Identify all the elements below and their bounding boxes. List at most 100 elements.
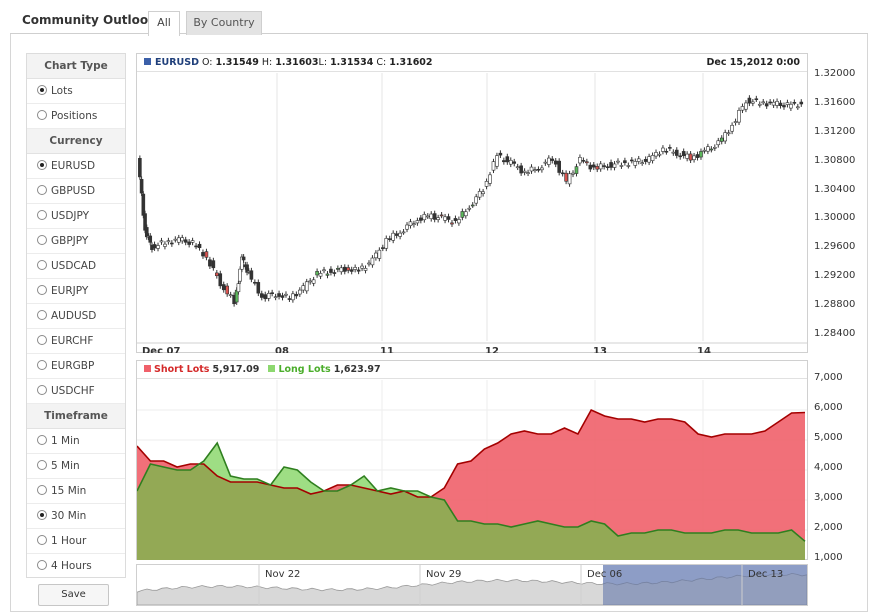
candle xyxy=(398,232,402,237)
option-label: GBPUSD xyxy=(51,185,96,197)
candle xyxy=(173,238,178,241)
currency-option-usdjpy[interactable]: USDJPY xyxy=(27,204,125,229)
candle xyxy=(419,217,423,221)
tab-by-country[interactable]: By Country xyxy=(186,11,262,35)
price-chart[interactable]: EURUSD O: 1.31549 H: 1.31603L: 1.31534 C… xyxy=(136,53,808,353)
candle xyxy=(322,269,326,272)
x-tick-label: 14 xyxy=(697,346,711,353)
candle xyxy=(636,158,641,162)
candle xyxy=(695,154,700,158)
save-button[interactable]: Save xyxy=(38,584,109,606)
candle xyxy=(477,191,482,198)
candle xyxy=(498,152,503,156)
option-label: EURGBP xyxy=(51,360,95,372)
candle xyxy=(381,247,385,249)
x-tick-label: Dec 07 xyxy=(142,346,180,353)
timeframe-option-1hour[interactable]: 1 Hour xyxy=(27,529,125,554)
candle xyxy=(401,231,406,234)
navigator-window[interactable] xyxy=(603,565,807,605)
candle xyxy=(553,160,558,165)
candle xyxy=(764,103,769,107)
candle xyxy=(194,245,198,248)
option-label: 30 Min xyxy=(51,510,87,522)
radio-button-icon[interactable] xyxy=(37,510,47,520)
candle xyxy=(512,161,517,164)
timeframe-option-5min[interactable]: 5 Min xyxy=(27,454,125,479)
candle xyxy=(470,204,475,207)
chart-type-option-lots[interactable]: Lots xyxy=(27,79,125,104)
candle xyxy=(668,147,672,149)
candle xyxy=(543,161,548,164)
option-label: AUDUSD xyxy=(51,310,97,322)
candle xyxy=(713,146,717,149)
option-label: Lots xyxy=(51,85,73,97)
currency-option-eurjpy[interactable]: EURJPY xyxy=(27,279,125,304)
candle xyxy=(747,97,752,104)
candle xyxy=(761,101,766,104)
currency-option-eurusd[interactable]: EURUSD xyxy=(27,154,125,179)
radio-button-icon[interactable] xyxy=(37,335,47,345)
candle xyxy=(578,157,582,164)
radio-button-icon[interactable] xyxy=(37,110,47,120)
radio-button-icon[interactable] xyxy=(37,85,47,95)
high-label: H: xyxy=(261,57,273,68)
candle xyxy=(602,165,606,167)
candle xyxy=(256,282,261,294)
currency-option-gbpusd[interactable]: GBPUSD xyxy=(27,179,125,204)
candle xyxy=(190,240,195,243)
candle xyxy=(280,295,285,298)
candle xyxy=(464,211,468,217)
time-navigator[interactable]: Nov 22 Nov 29 Dec 06 Dec 13 xyxy=(136,564,808,606)
content-panel xyxy=(10,34,868,612)
currency-option-usdcad[interactable]: USDCAD xyxy=(27,254,125,279)
candle xyxy=(709,148,714,151)
timeframe-option-1min[interactable]: 1 Min xyxy=(27,429,125,454)
candle xyxy=(567,173,572,185)
candle xyxy=(148,235,153,243)
navigator-plot[interactable]: Nov 22 Nov 29 Dec 06 Dec 13 xyxy=(137,565,807,605)
candle xyxy=(526,172,530,174)
candle xyxy=(221,284,226,291)
radio-button-icon[interactable] xyxy=(37,310,47,320)
candle xyxy=(519,165,523,174)
radio-button-icon[interactable] xyxy=(37,235,47,245)
currency-option-usdchf[interactable]: USDCHF xyxy=(27,379,125,404)
candle xyxy=(737,110,741,123)
candle xyxy=(197,243,202,249)
candle xyxy=(236,283,241,293)
radio-button-icon[interactable] xyxy=(37,560,47,570)
radio-button-icon[interactable] xyxy=(37,385,47,395)
timeframe-option-4hours[interactable]: 4 Hours xyxy=(27,554,125,579)
currency-option-gbpjpy[interactable]: GBPJPY xyxy=(27,229,125,254)
candle xyxy=(751,101,755,104)
close-value: 1.31602 xyxy=(389,57,433,68)
currency-option-audusd[interactable]: AUDUSD xyxy=(27,304,125,329)
radio-button-icon[interactable] xyxy=(37,435,47,445)
timeframe-option-15min[interactable]: 15 Min xyxy=(27,479,125,504)
currency-option-eurchf[interactable]: EURCHF xyxy=(27,329,125,354)
option-label: EURUSD xyxy=(51,160,96,172)
radio-button-icon[interactable] xyxy=(37,210,47,220)
radio-button-icon[interactable] xyxy=(37,360,47,370)
candle xyxy=(377,249,382,259)
radio-button-icon[interactable] xyxy=(37,185,47,195)
chart-type-option-positions[interactable]: Positions xyxy=(27,104,125,129)
currency-option-eurgbp[interactable]: EURGBP xyxy=(27,354,125,379)
candle xyxy=(170,242,174,245)
option-label: 15 Min xyxy=(51,485,87,497)
radio-button-icon[interactable] xyxy=(37,460,47,470)
timeframe-option-30min[interactable]: 30 Min xyxy=(27,504,125,529)
radio-button-icon[interactable] xyxy=(37,160,47,170)
y-tick-label: 1.31200 xyxy=(814,125,856,137)
candle xyxy=(225,285,229,295)
radio-button-icon[interactable] xyxy=(37,260,47,270)
radio-button-icon[interactable] xyxy=(37,535,47,545)
radio-button-icon[interactable] xyxy=(37,285,47,295)
tab-all[interactable]: All xyxy=(148,11,180,36)
lots-chart[interactable]: Short Lots 5,917.09 Long Lots 1,623.97 xyxy=(136,360,808,560)
x-tick-label: 12 xyxy=(485,346,499,353)
y-tick-label: 1.28800 xyxy=(814,299,856,311)
radio-button-icon[interactable] xyxy=(37,485,47,495)
candle xyxy=(467,207,472,210)
candle xyxy=(139,179,144,194)
